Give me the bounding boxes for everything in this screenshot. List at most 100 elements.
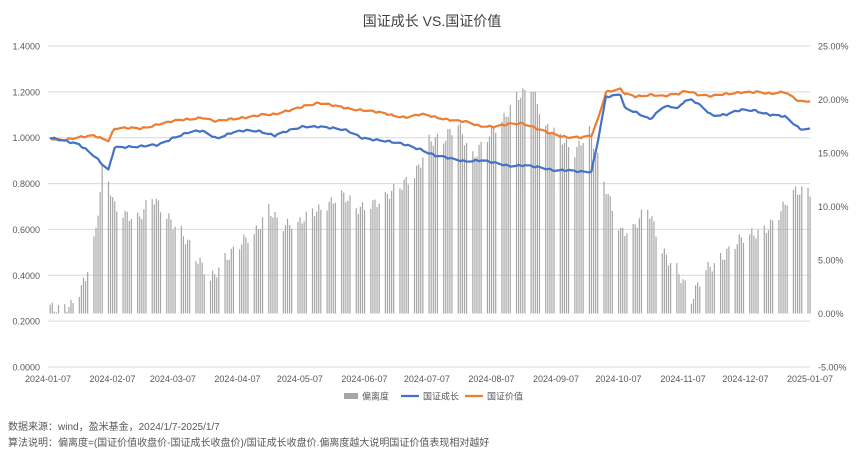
- deviation-bar: [257, 229, 259, 314]
- deviation-bar: [122, 217, 124, 314]
- deviation-bar: [432, 145, 434, 314]
- deviation-bar: [690, 303, 693, 314]
- deviation-bar: [316, 211, 318, 314]
- deviation-bar: [359, 206, 361, 314]
- deviation-bar: [447, 129, 449, 314]
- deviation-bar: [372, 200, 374, 314]
- deviation-bar: [328, 202, 330, 314]
- deviation-bar: [590, 133, 593, 314]
- deviation-bar: [355, 208, 357, 314]
- deviation-bar: [203, 274, 205, 314]
- deviation-bar: [549, 133, 551, 314]
- deviation-bar: [461, 134, 464, 314]
- deviation-bar: [130, 219, 132, 314]
- deviation-bar: [476, 156, 478, 314]
- left-tick-label: 0.0000: [12, 363, 40, 373]
- deviation-bar: [434, 137, 436, 314]
- deviation-bar: [667, 265, 670, 314]
- deviation-bar: [274, 211, 276, 314]
- deviation-bar: [647, 209, 649, 314]
- deviation-bar: [663, 248, 665, 314]
- legend-value-label: 国证价值: [487, 391, 523, 402]
- deviation-bar: [253, 234, 255, 314]
- deviation-bar: [201, 262, 203, 314]
- deviation-bar: [563, 143, 566, 314]
- deviation-bar: [301, 223, 303, 314]
- deviation-bar: [684, 280, 686, 314]
- deviation-bar: [624, 236, 626, 314]
- deviation-bar: [753, 235, 755, 314]
- x-tick-label: 2024-05-07: [277, 374, 323, 384]
- deviation-bar: [126, 211, 128, 314]
- deviation-bar: [553, 127, 555, 314]
- deviation-bar: [197, 263, 199, 314]
- deviation-bar: [509, 105, 511, 314]
- deviation-bar: [801, 186, 803, 314]
- deviation-bar: [655, 236, 657, 314]
- deviation-bar: [66, 311, 68, 314]
- deviation-bar: [724, 259, 726, 314]
- deviation-bar: [303, 221, 305, 314]
- deviation-bar: [391, 190, 393, 314]
- left-tick-label: 0.8000: [12, 179, 40, 189]
- deviation-bar: [407, 184, 409, 314]
- deviation-bar: [226, 259, 228, 314]
- deviation-bar: [480, 141, 482, 314]
- deviation-bar: [376, 207, 378, 314]
- deviation-bar: [343, 192, 345, 314]
- deviation-bar: [128, 221, 130, 314]
- deviation-bar: [170, 219, 172, 314]
- deviation-bar: [611, 210, 613, 314]
- deviation-bar: [778, 220, 780, 314]
- x-tick-label: 2024-10-07: [595, 374, 641, 384]
- deviation-bar: [153, 204, 155, 314]
- deviation-bar: [588, 126, 591, 314]
- deviation-bar: [174, 226, 176, 314]
- deviation-bar: [488, 136, 491, 314]
- deviation-bar: [420, 167, 422, 314]
- deviation-bar: [799, 194, 801, 314]
- deviation-bar: [272, 217, 274, 314]
- deviation-bar: [474, 157, 476, 314]
- deviation-bar: [430, 141, 432, 314]
- deviation-bar: [807, 187, 809, 314]
- deviation-bar: [520, 97, 522, 314]
- right-tick-label: 10.00%: [818, 202, 849, 212]
- deviation-bar: [490, 125, 493, 314]
- deviation-bar: [501, 121, 503, 314]
- deviation-bar: [180, 225, 182, 314]
- deviation-bar: [247, 242, 249, 314]
- deviation-bar: [228, 259, 230, 314]
- deviation-bar: [270, 216, 272, 314]
- deviation-bar: [320, 209, 322, 314]
- chart-title: 国证成长 VS.国证价值: [363, 13, 501, 29]
- deviation-bar: [740, 237, 742, 314]
- deviation-bar: [72, 303, 74, 314]
- deviation-bar: [728, 246, 730, 314]
- deviation-bar: [93, 236, 95, 314]
- deviation-bar: [68, 307, 70, 314]
- deviation-bar: [107, 181, 110, 314]
- deviation-bar: [522, 88, 524, 314]
- deviation-bar: [297, 221, 299, 314]
- deviation-bar: [632, 223, 634, 314]
- deviation-bar: [697, 282, 699, 314]
- deviation-bar: [709, 266, 711, 314]
- right-tick-label: 25.00%: [818, 42, 849, 52]
- deviation-bar: [436, 133, 439, 314]
- deviation-bar: [184, 244, 187, 314]
- x-tick-label: 2024-04-07: [214, 374, 260, 384]
- deviation-bar: [172, 229, 174, 314]
- deviation-bar: [530, 91, 532, 314]
- deviation-bar: [345, 202, 347, 314]
- deviation-bar: [384, 191, 386, 314]
- deviation-bar: [561, 144, 563, 314]
- deviation-bar: [478, 144, 480, 314]
- deviation-bar: [428, 134, 430, 314]
- right-tick-label: 5.00%: [818, 256, 844, 266]
- deviation-bar: [559, 133, 561, 314]
- deviation-bar: [617, 230, 620, 314]
- deviation-bar: [97, 215, 99, 314]
- growth-line: [50, 93, 811, 174]
- deviation-bar: [719, 252, 722, 314]
